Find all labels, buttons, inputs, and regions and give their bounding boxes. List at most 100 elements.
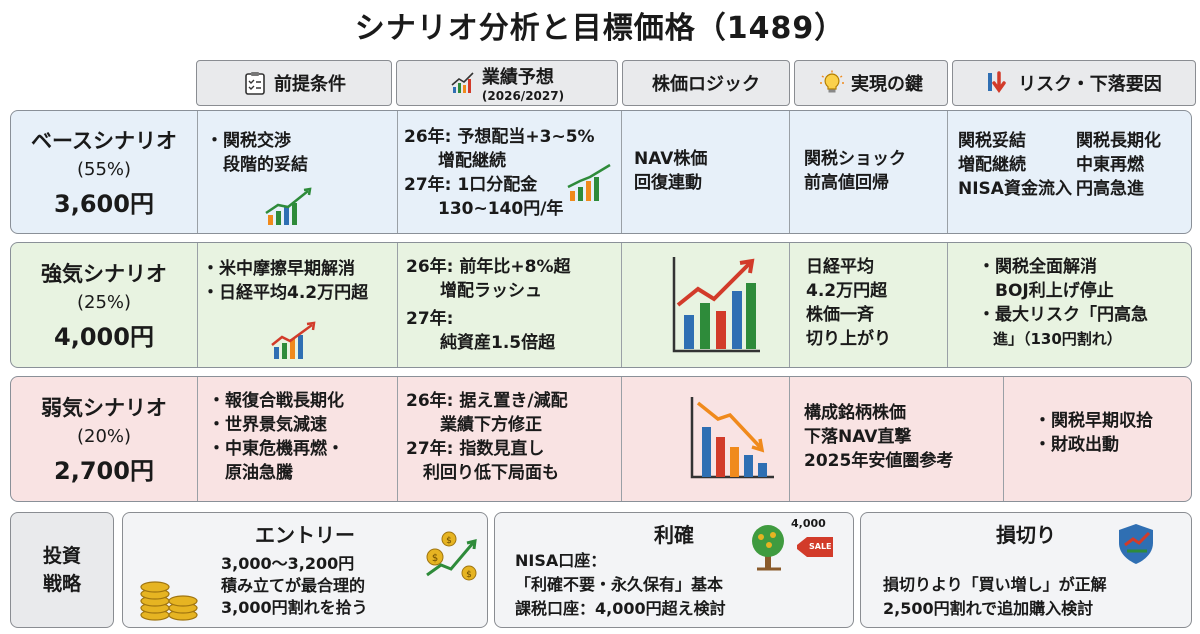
entry-line: 3,000円割れを拾う: [221, 598, 368, 617]
header-forecast-sub: (2026/2027): [481, 89, 565, 103]
forecast-line: 利回り低下局面も: [406, 463, 559, 483]
profit-line: 課税口座：4,000円超え検討: [515, 599, 726, 618]
strategy-label-line: 戦略: [42, 573, 81, 595]
base-risk-cell: 関税妥結 増配継続 NISA資金流入 関税長期化 中東再燃 円高急進: [947, 111, 1193, 233]
bull-forecast-cell: 26年: 前年比+8%超 增配ラッシュ 27年: 純資産1.5倍超: [397, 243, 621, 367]
scenario-probability: (25%): [76, 292, 132, 313]
investment-strategy: 投資 戦略 エントリー 3,000〜3,200円 積み立てが最合理的 3,000…: [10, 512, 1192, 628]
rising-chart-icon: [672, 257, 760, 353]
scenario-row-bull: 強気シナリオ (25%) 4,000円 ・米中摩擦早期解消 ・日経平均4.2万円…: [10, 242, 1192, 368]
risk-line: ・財政出動: [1034, 435, 1119, 455]
scenario-probability: (20%): [76, 426, 132, 447]
profit-title: 利確: [654, 523, 694, 547]
forecast-line: 增配ラッシュ: [406, 281, 542, 301]
premise-line: ・日経平均4.2万円超: [202, 283, 369, 303]
sale-tag-icon: [797, 537, 833, 557]
strategy-label-line: 投資: [42, 545, 81, 567]
header-logic: 株価ロジック: [622, 60, 790, 106]
key-line: 日経平均: [806, 257, 874, 277]
growth-chart-icon: [271, 321, 316, 359]
risk-line: BOJ利上げ停止: [978, 281, 1114, 301]
key-line: 4.2万円超: [806, 281, 888, 301]
risk-line: 円高急進: [1076, 179, 1144, 199]
rising-coins-icon: $ $ $: [426, 531, 477, 581]
key-line: 前高値回帰: [804, 173, 889, 193]
premise-line: ・米中摩擦早期解消: [202, 259, 355, 279]
scenario-row-bear: 弱気シナリオ (20%) 2,700円 ・報復合戦長期化 ・世界景気減速 ・中東…: [10, 376, 1192, 502]
down-arrow-icon: [988, 71, 1006, 94]
scenario-title: 弱気シナリオ: [41, 396, 167, 420]
svg-text:$: $: [432, 553, 438, 564]
forecast-line: 業績下方修正: [406, 415, 542, 435]
scenario-title: 強気シナリオ: [41, 262, 167, 286]
growth-chart-icon: [265, 187, 312, 225]
bear-key-cell: 構成銘柄株価 下落NAV直撃 2025年安値圏参考: [789, 377, 1003, 501]
base-forecast-cell: 26年: 予想配当+3~5% 增配継続 27年: 1口分配金 130~140円/…: [397, 111, 621, 233]
key-line: 切り上がり: [806, 329, 891, 349]
key-line: 2025年安値圏参考: [804, 451, 954, 471]
clipboard-icon: [245, 72, 265, 95]
header-risk: リスク・下落要因: [952, 60, 1196, 106]
risk-line: 進」（130円割れ）: [978, 330, 1122, 348]
logic-line: 回復連動: [634, 173, 702, 193]
premise-line: ・中東危機再燃・: [208, 439, 344, 459]
key-line: 構成銘柄株価: [804, 403, 906, 423]
page-title: シナリオ分析と目標価格（1489）: [354, 11, 846, 46]
stoploss-title: 損切り: [996, 523, 1056, 547]
bar-chart-icon: [451, 72, 474, 93]
forecast-line: 27年: 1口分配金: [404, 175, 538, 195]
key-line: 関税ショック: [804, 149, 906, 169]
logic-line: NAV株価: [634, 149, 708, 169]
forecast-line: 增配継続: [404, 151, 506, 171]
header-key-label: 実現の鍵: [851, 74, 923, 95]
header-forecast-label: 業績予想: [481, 67, 554, 88]
growth-chart-icon: [567, 163, 611, 201]
coins-icon: [140, 581, 198, 621]
premise-line: ・報復合戦長期化: [208, 391, 344, 411]
bull-premise-cell: ・米中摩擦早期解消 ・日経平均4.2万円超: [197, 243, 397, 367]
strategy-label: 投資 戦略: [10, 512, 114, 628]
forecast-line: 27年:: [406, 309, 454, 329]
target-price: 3,600円: [54, 190, 154, 218]
entry-line: 3,000〜3,200円: [221, 554, 355, 573]
bull-logic-cell: [621, 243, 789, 367]
scenario-name-base: ベースシナリオ (55%) 3,600円: [11, 111, 197, 233]
falling-chart-icon: [690, 397, 774, 479]
header-forecast: 業績予想 (2026/2027): [396, 60, 618, 106]
forecast-line: 26年: 予想配当+3~5%: [404, 127, 595, 147]
header-premise: 前提条件: [196, 60, 392, 106]
column-headers: 前提条件 業績予想 (2026/2027) 株価ロジック 実現の鍵 リスク・下落…: [196, 60, 1196, 106]
header-risk-label: リスク・下落要因: [1018, 74, 1162, 95]
risk-line: 関税妥結: [958, 131, 1026, 151]
bear-risk-cell: ・関税早期収拾 ・財政出動: [1003, 377, 1193, 501]
scenario-row-base: ベースシナリオ (55%) 3,600円 ・関税交渉 段階的妥結 26年: 予想…: [10, 110, 1192, 234]
stoploss-line: 2,500円割れで追加購入検討: [883, 599, 1094, 618]
risk-line: ・最大リスク「円高急: [978, 305, 1148, 325]
profit-line: NISA口座：: [515, 551, 607, 570]
profit-badge: 4,000: [791, 517, 826, 530]
base-logic-cell: NAV株価 回復連動: [621, 111, 789, 233]
entry-title: エントリー: [255, 523, 355, 547]
header-premise-label: 前提条件: [274, 74, 346, 95]
money-tree-icon: [752, 525, 784, 571]
scenario-name-bear: 弱気シナリオ (20%) 2,700円: [11, 377, 197, 501]
header-logic-label: 株価ロジック: [652, 74, 760, 95]
risk-line: ・関税全面解消: [978, 257, 1097, 277]
lightbulb-icon: [820, 70, 844, 93]
scenario-name-bull: 強気シナリオ (25%) 4,000円: [11, 243, 197, 367]
premise-line: ・関税交渉: [206, 131, 291, 151]
target-price: 2,700円: [54, 457, 154, 485]
premise-line: ・世界景気減速: [208, 415, 327, 435]
forecast-line: 純資産1.5倍超: [406, 333, 556, 353]
profit-box: 利確 4,000 SALE NISA口座： 「利確不要・永久保有」基本 課税口座…: [494, 512, 854, 628]
shield-icon: [1119, 524, 1153, 564]
forecast-line: 26年: 前年比+8%超: [406, 257, 571, 277]
risk-line: NISA資金流入: [958, 179, 1072, 199]
svg-text:$: $: [446, 536, 452, 546]
premise-line: 段階的妥結: [206, 155, 308, 175]
entry-box: エントリー 3,000〜3,200円 積み立てが最合理的 3,000円割れを拾う…: [122, 512, 488, 628]
scenario-probability: (55%): [76, 159, 132, 180]
risk-line: ・関税早期収拾: [1034, 411, 1153, 431]
stoploss-box: 損切り 損切りより「買い増し」が正解 2,500円割れで追加購入検討: [860, 512, 1192, 628]
bear-forecast-cell: 26年: 据え置き/減配 業績下方修正 27年: 指数見直し 利回り低下局面も: [397, 377, 621, 501]
